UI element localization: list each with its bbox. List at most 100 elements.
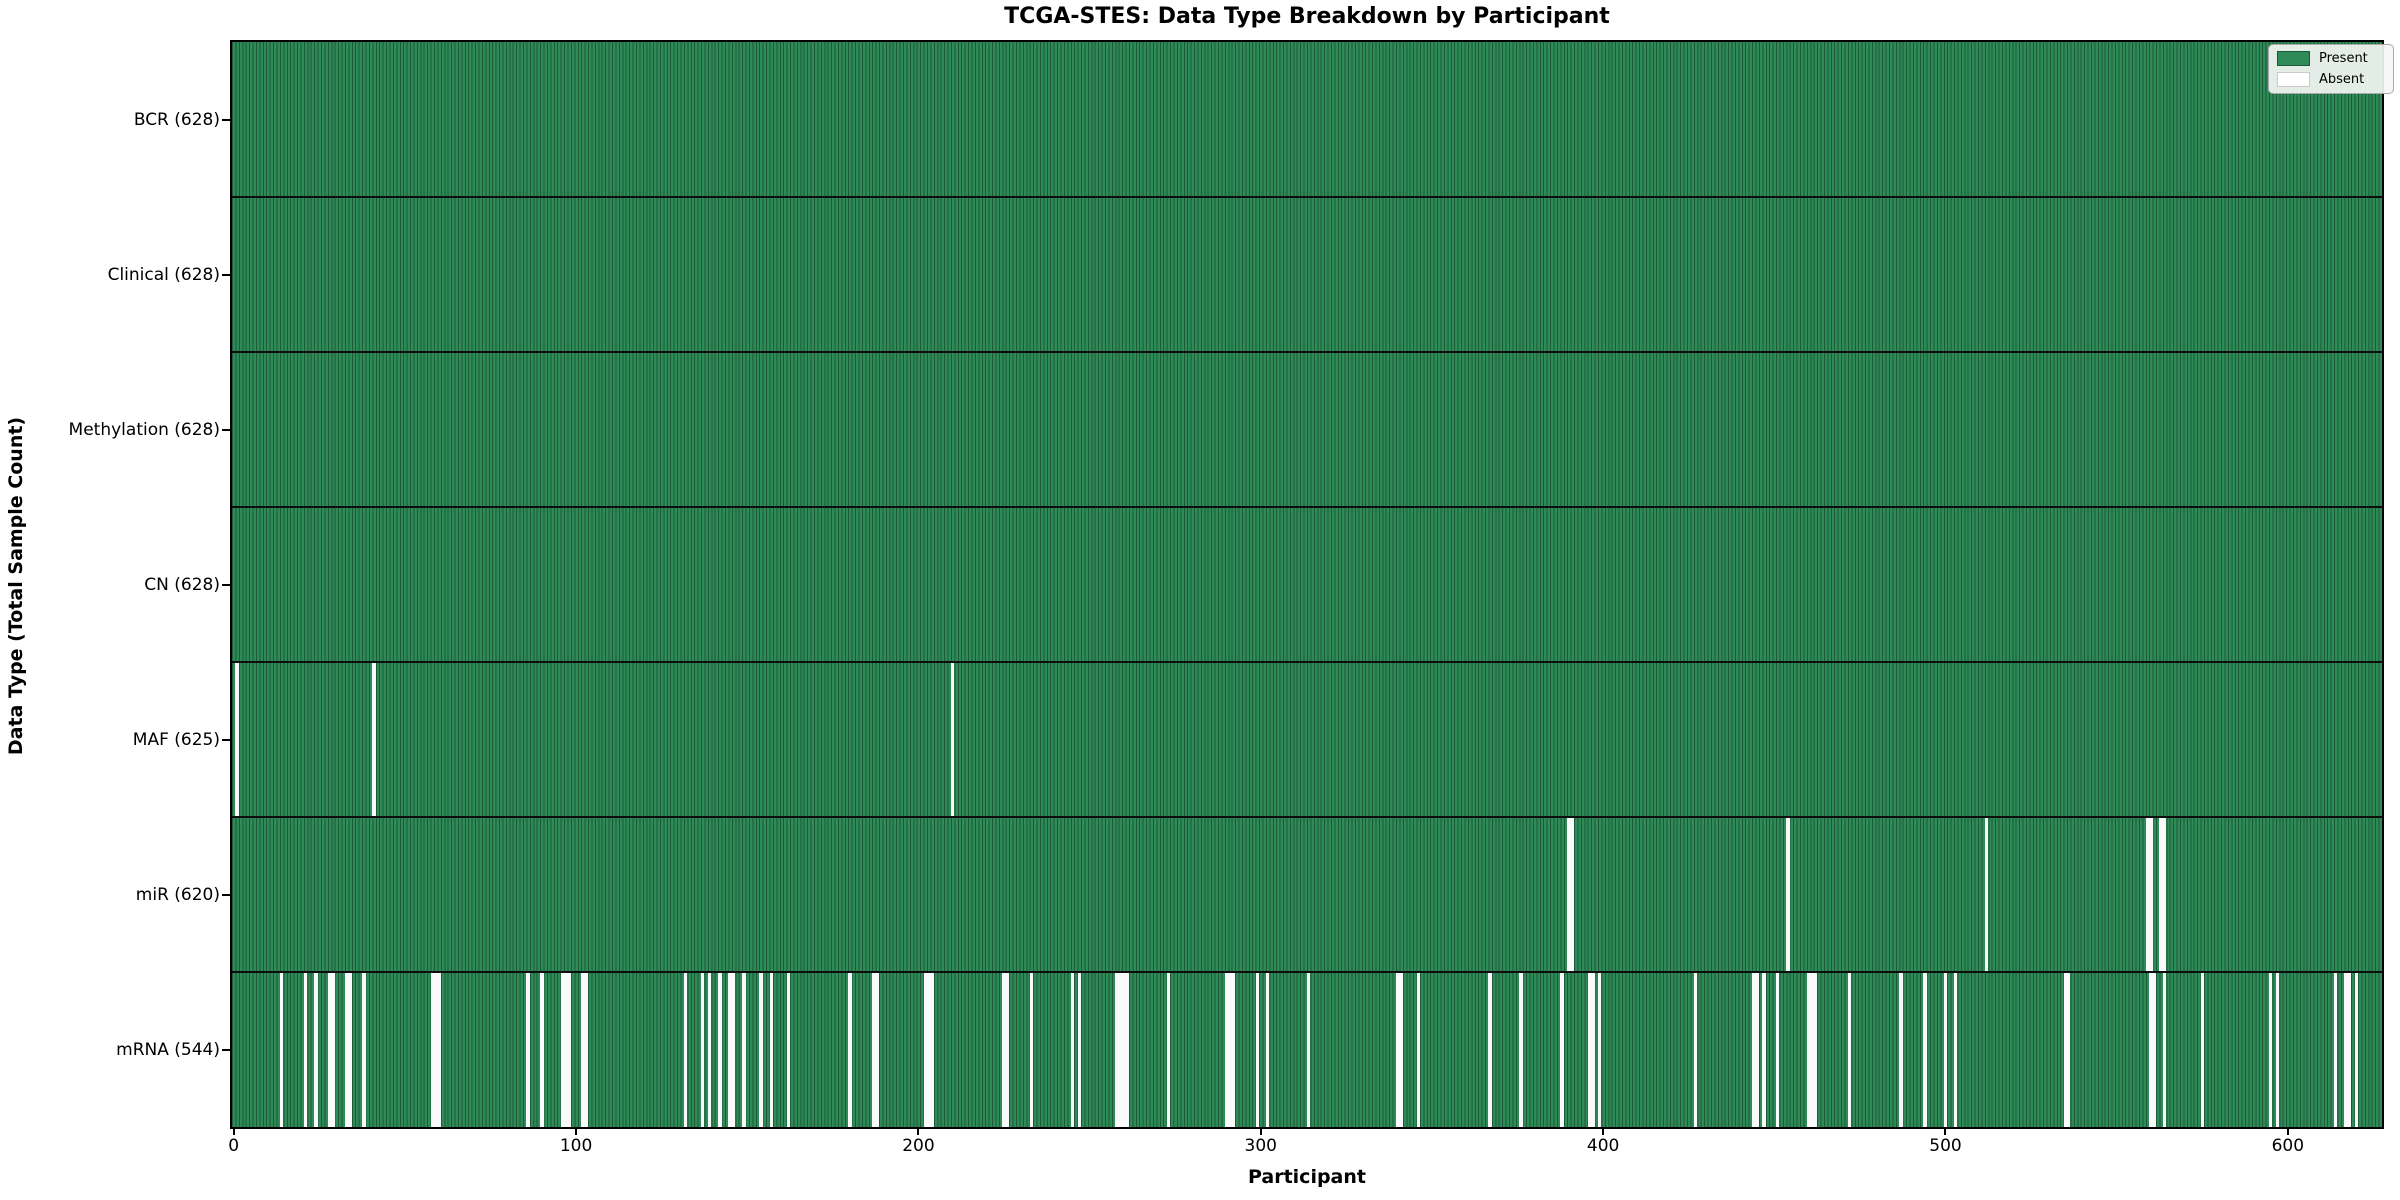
absent-gap: [331, 972, 335, 1127]
absent-gap: [769, 972, 773, 1127]
absent-gap: [731, 972, 736, 1127]
absent-gap: [1125, 972, 1129, 1127]
absent-gap: [2347, 972, 2352, 1127]
x-tick-mark: [575, 1127, 578, 1135]
y-tick-label-cn: CN (628): [144, 574, 220, 595]
absent-gap: [344, 972, 349, 1127]
absent-gap: [279, 972, 284, 1127]
x-tick-label-300: 300: [1244, 1136, 1277, 1156]
absent-gap: [2159, 817, 2163, 972]
absent-gap: [2269, 972, 2273, 1127]
absent-gap: [1488, 972, 1492, 1127]
absent-gap: [437, 972, 441, 1127]
row-divider: [232, 196, 2382, 198]
absent-gap: [303, 972, 308, 1127]
x-tick-label-500: 500: [1929, 1136, 1962, 1156]
x-tick-label-400: 400: [1586, 1136, 1620, 1156]
absent-gap: [950, 662, 955, 817]
data-row-clinical: [232, 197, 2382, 352]
absent-gap: [430, 972, 434, 1127]
absent-gap: [1005, 972, 1010, 1127]
row-divider: [232, 506, 2382, 508]
data-row-mir: [232, 817, 2382, 972]
absent-gap: [2275, 972, 2280, 1127]
absent-gap: [2162, 817, 2167, 972]
absent-gap: [1231, 972, 1236, 1127]
absent-gap: [1755, 972, 1759, 1127]
y-tick-mark: [222, 1048, 230, 1051]
y-tick-label-mrna: mRNA (544): [116, 1039, 220, 1060]
y-tick-mark: [222, 428, 230, 431]
y-tick-label-clinical: Clinical (628): [107, 264, 220, 285]
absent-gap: [433, 972, 438, 1127]
absent-gap: [1847, 972, 1852, 1127]
absent-gap: [567, 972, 571, 1127]
x-tick-label-100: 100: [559, 1136, 593, 1156]
chart-title: TCGA-STES: Data Type Breakdown by Partic…: [1004, 4, 1610, 29]
absent-gap: [759, 972, 763, 1127]
y-tick-label-mir: miR (620): [135, 884, 220, 905]
absent-gap: [2067, 972, 2071, 1127]
y-tick-label-bcr: BCR (628): [133, 109, 220, 130]
absent-gap: [1954, 972, 1958, 1127]
absent-gap: [1399, 972, 1403, 1127]
absent-gap: [2344, 972, 2348, 1127]
absent-gap: [314, 972, 318, 1127]
absent-gap: [2149, 972, 2153, 1127]
absent-gap: [1029, 972, 1034, 1127]
absent-gap: [718, 972, 722, 1127]
absent-gap: [1166, 972, 1171, 1127]
absent-gap: [2063, 972, 2068, 1127]
absent-gap: [1002, 972, 1006, 1127]
absent-gap: [584, 972, 589, 1127]
absent-gap: [1228, 972, 1232, 1127]
x-tick-mark: [917, 1127, 920, 1135]
absent-gap: [2354, 972, 2359, 1127]
x-tick-mark: [232, 1127, 235, 1135]
absent-gap: [1806, 972, 1811, 1127]
x-tick-label-200: 200: [902, 1136, 935, 1156]
absent-swatch-icon: [2277, 72, 2310, 87]
absent-gap: [848, 972, 852, 1127]
absent-gap: [728, 972, 732, 1127]
absent-gap: [362, 972, 366, 1127]
absent-gap: [1943, 972, 1948, 1127]
x-tick-mark: [2286, 1127, 2289, 1135]
absent-gap: [1070, 972, 1075, 1127]
absent-gap: [1118, 972, 1123, 1127]
legend-entry-absent: Absent: [2277, 72, 2385, 87]
absent-gap: [1591, 972, 1595, 1127]
y-tick-mark: [222, 893, 230, 896]
y-tick-mark: [222, 273, 230, 276]
legend-label-absent: Absent: [2319, 72, 2365, 87]
absent-gap: [872, 972, 876, 1127]
absent-gap: [1570, 817, 1575, 972]
y-tick-mark: [222, 583, 230, 586]
absent-gap: [2145, 817, 2150, 972]
x-tick-label-600: 600: [2271, 1136, 2305, 1156]
present-swatch-icon: [2277, 51, 2310, 66]
absent-gap: [2162, 972, 2167, 1127]
absent-gap: [1587, 972, 1592, 1127]
absent-gap: [526, 972, 530, 1127]
absent-gap: [1810, 972, 1814, 1127]
y-tick-label-maf: MAF (625): [132, 729, 220, 750]
legend-entry-present: Present: [2277, 51, 2385, 66]
absent-gap: [742, 972, 746, 1127]
absent-gap: [581, 972, 585, 1127]
y-tick-mark: [222, 738, 230, 741]
row-divider: [232, 971, 2382, 973]
absent-gap: [1598, 972, 1602, 1127]
absent-gap: [1122, 972, 1126, 1127]
absent-gap: [1899, 972, 1903, 1127]
row-divider: [232, 351, 2382, 353]
absent-gap: [2149, 817, 2153, 972]
data-row-cn: [232, 507, 2382, 662]
x-tick-label-0: 0: [228, 1136, 240, 1156]
y-tick-label-methylation: Methylation (628): [68, 419, 220, 440]
absent-gap: [1813, 972, 1818, 1127]
absent-gap: [923, 972, 927, 1127]
absent-gap: [372, 662, 376, 817]
absent-gap: [1984, 817, 1989, 972]
absent-gap: [1224, 972, 1229, 1127]
